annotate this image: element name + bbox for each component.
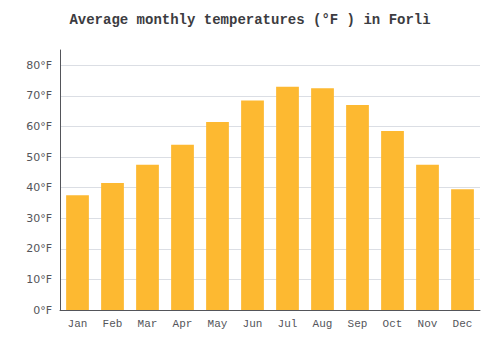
svg-text:Mar: Mar (138, 318, 158, 330)
svg-text:May: May (208, 318, 228, 330)
svg-text:Feb: Feb (103, 318, 123, 330)
svg-text:Dec: Dec (453, 318, 473, 330)
svg-text:Average monthly temperatures (: Average monthly temperatures (°F ) in Fo… (69, 12, 430, 28)
svg-text:Oct: Oct (383, 318, 403, 330)
svg-text:10°F: 10°F (26, 273, 52, 286)
svg-text:40°F: 40°F (26, 181, 52, 194)
svg-text:Jun: Jun (243, 318, 263, 330)
svg-text:Sep: Sep (348, 318, 368, 330)
svg-text:50°F: 50°F (26, 151, 52, 164)
svg-text:Apr: Apr (173, 318, 193, 330)
svg-text:20°F: 20°F (26, 242, 52, 255)
svg-text:Nov: Nov (418, 318, 438, 330)
svg-text:60°F: 60°F (26, 120, 52, 133)
svg-text:80°F: 80°F (26, 59, 52, 72)
svg-text:Jan: Jan (68, 318, 88, 330)
svg-text:Jul: Jul (278, 318, 298, 330)
svg-text:70°F: 70°F (26, 89, 52, 102)
svg-text:30°F: 30°F (26, 212, 52, 225)
svg-text:0°F: 0°F (33, 304, 52, 317)
svg-text:Aug: Aug (313, 318, 333, 330)
